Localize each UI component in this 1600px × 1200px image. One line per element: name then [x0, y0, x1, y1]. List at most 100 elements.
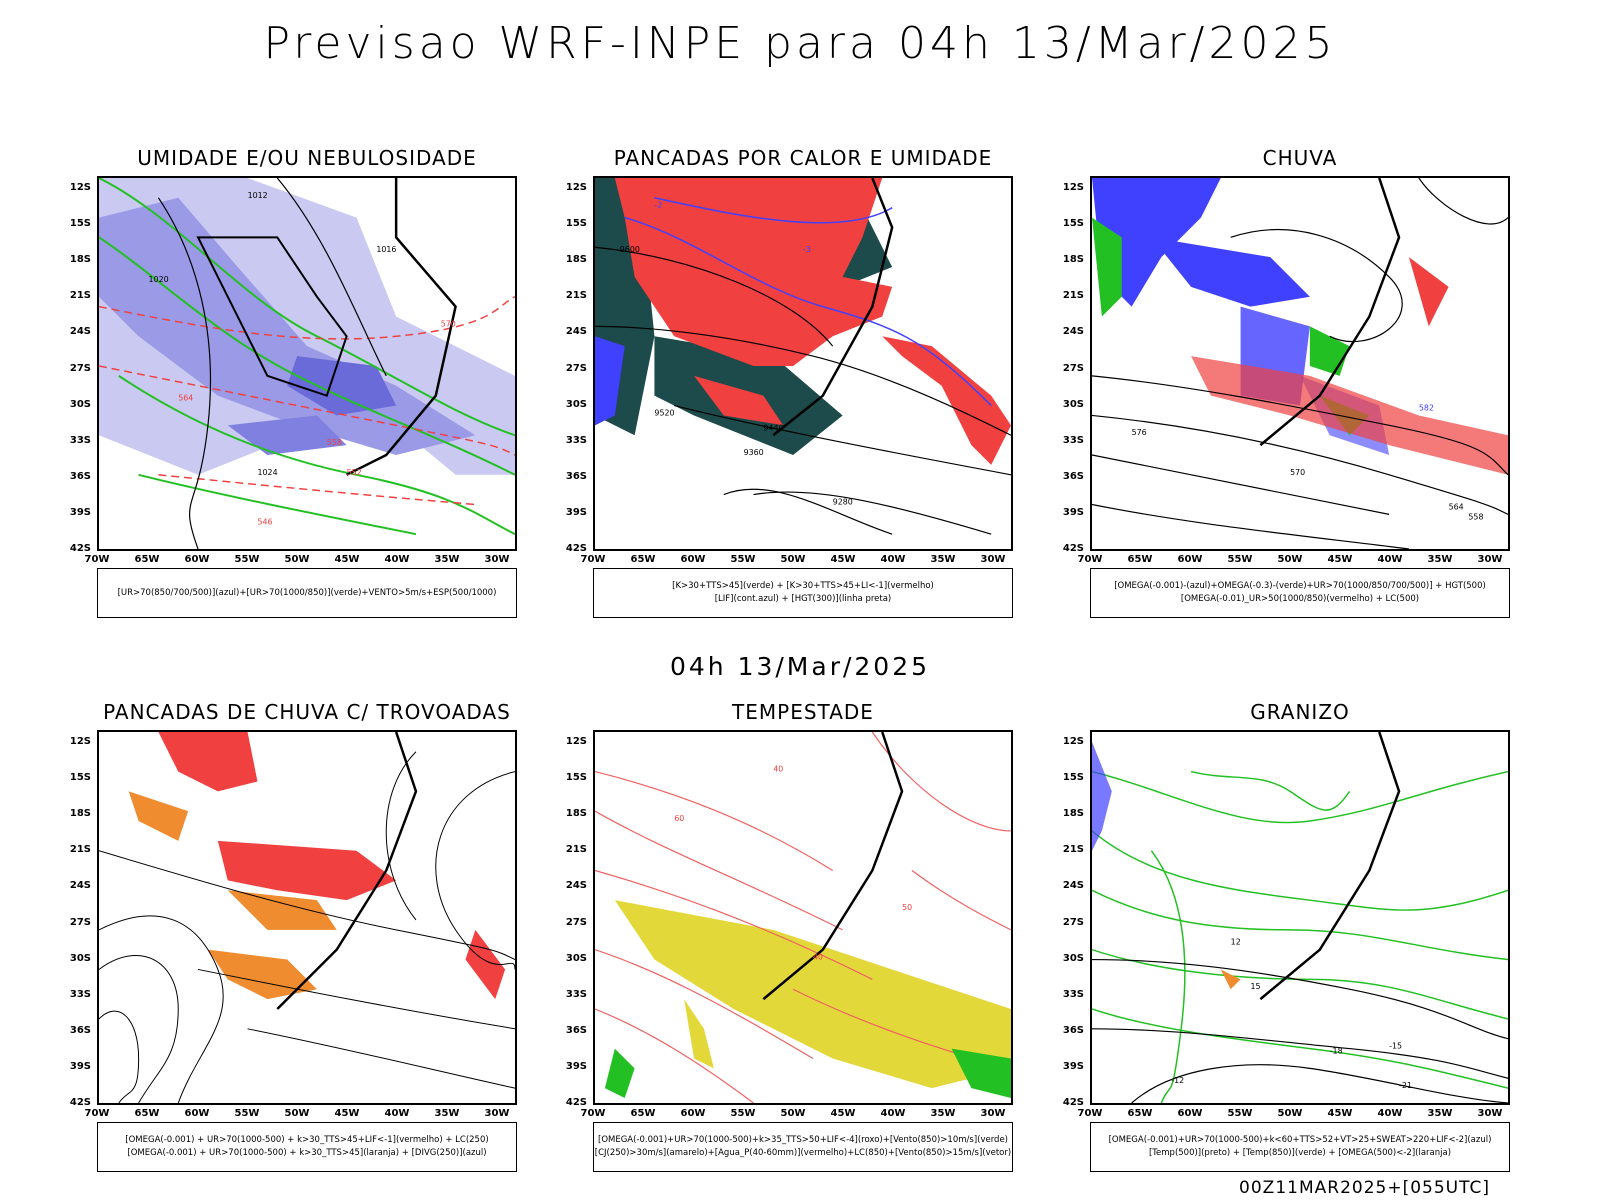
lon-tick-label: 45W [1327, 1108, 1353, 1119]
lat-tick-label: 24S [69, 326, 91, 338]
lc-label: 40 [773, 765, 783, 774]
map-granizo[interactable]: -12 -15 -18 -21 15 12 [1090, 730, 1510, 1105]
lon-tick-label: 60W [680, 1108, 706, 1119]
lat-tick-label: 42S [1062, 1097, 1084, 1108]
lat-tick-label: 12S [1062, 182, 1084, 193]
lat-tick-label: 15S [565, 772, 587, 784]
lat-tick-label: 30S [1062, 398, 1084, 410]
hgt-label: 9520 [654, 408, 674, 417]
hgt-label: 9600 [620, 245, 640, 254]
legend-line: [UR>70(850/700/500)](azul)+[UR>70(1000/8… [117, 587, 497, 598]
lon-tick-label: 35W [930, 554, 956, 565]
temp-label: -21 [1399, 1081, 1412, 1090]
panel-title: UMIDADE E/OU NEBULOSIDADE [137, 146, 477, 170]
thickness-label: 564 [178, 394, 193, 403]
lat-tick-label: 33S [69, 434, 91, 446]
legend: [OMEGA(-0.001)+UR>70(1000-500)+k>35_TTS>… [593, 1122, 1013, 1172]
panel-tempestade: TEMPESTADE 40 50 40 60 [OMEGA(-0.001)+UR… [566, 700, 1013, 1180]
isobar-label: 1024 [257, 468, 277, 477]
panel-title: TEMPESTADE [732, 700, 874, 724]
lat-tick-label: 42S [1062, 543, 1084, 554]
panel-title: GRANIZO [1250, 700, 1350, 724]
panel-title: CHUVA [1262, 146, 1338, 170]
temp-label: -15 [1389, 1042, 1402, 1051]
temp-label: -12 [1171, 1076, 1184, 1085]
lc-label: 50 [902, 903, 912, 912]
lat-tick-label: 24S [565, 880, 587, 892]
lat-tick-label: 36S [565, 1024, 587, 1036]
hgt-label: 576 [1132, 428, 1147, 437]
hgt-label: 9440 [763, 423, 783, 432]
hgt-label: 9280 [833, 497, 853, 506]
panel-title: PANCADAS DE CHUVA C/ TROVOADAS [103, 700, 511, 724]
hgt-label: 9360 [744, 448, 764, 457]
lat-tick-label: 42S [565, 1097, 587, 1108]
hgt-label: 570 [1290, 468, 1305, 477]
lat-tick-label: 39S [1062, 506, 1084, 518]
isobar-label: 1020 [149, 275, 169, 284]
lon-tick-label: 35W [1427, 554, 1453, 565]
panel-granizo: GRANIZO -12 -15 -18 -21 15 12 [OMEGA(-0.… [1063, 700, 1510, 1180]
lon-tick-label: 70W [1077, 1108, 1103, 1119]
lif-label: -3 [803, 245, 811, 254]
lat-tick-label: 18S [1062, 254, 1084, 266]
map-tempestade[interactable]: 40 50 40 60 [593, 730, 1013, 1105]
lon-tick-label: 45W [1327, 554, 1353, 565]
lon-tick-label: 30W [980, 554, 1006, 565]
map-umidade[interactable]: 1012 1016 1020 1024 570 564 558 552 546 [97, 176, 517, 551]
lon-tick-label: 70W [580, 1108, 606, 1119]
lon-tick-label: 50W [780, 1108, 806, 1119]
temp-label: 12 [1231, 938, 1241, 947]
lat-tick-label: 30S [1062, 952, 1084, 964]
legend-line: [OMEGA(-0.001)+UR>70(1000-500)+k>35_TTS>… [598, 1135, 1008, 1145]
lat-tick-label: 18S [565, 254, 587, 266]
lon-tick-label: 30W [1477, 1108, 1503, 1119]
legend: [OMEGA(-0.001)-(azul)+OMEGA(-0.3)-(verde… [1090, 568, 1510, 618]
lon-tick-label: 55W [730, 554, 756, 565]
lc-label: 40 [813, 953, 823, 962]
legend: [UR>70(850/700/500)](azul)+[UR>70(1000/8… [97, 568, 517, 618]
lat-tick-label: 33S [1062, 988, 1084, 1000]
legend: [OMEGA(-0.001)+UR>70(1000-500)+k<60+TTS>… [1090, 1122, 1510, 1172]
lon-tick-label: 40W [1377, 1108, 1403, 1119]
map-chuva[interactable]: 582 576 570 564 558 [1090, 176, 1510, 551]
map-trovoadas[interactable] [97, 730, 517, 1105]
lat-tick-label: 30S [69, 952, 91, 964]
lif-label: -2 [654, 201, 662, 210]
lat-tick-label: 42S [565, 543, 587, 554]
hgt-label: 582 [1419, 403, 1434, 412]
lon-tick-label: 65W [1127, 554, 1153, 565]
lon-tick-label: 35W [434, 554, 460, 565]
lat-tick-label: 18S [1062, 808, 1084, 820]
lat-tick-label: 24S [565, 326, 587, 338]
lon-tick-label: 70W [1077, 554, 1103, 565]
legend-line: [OMEGA(-0.001)-(azul)+OMEGA(-0.3)-(verde… [1114, 581, 1486, 591]
main-title: Previsao WRF-INPE para 04h 13/Mar/2025 [263, 18, 1337, 69]
legend-line: [LIF](cont.azul) + [HGT(300)](linha pret… [714, 594, 892, 604]
lon-tick-label: 65W [630, 1108, 656, 1119]
lat-tick-label: 21S [69, 290, 91, 302]
lon-tick-label: 55W [1227, 1108, 1253, 1119]
lat-tick-label: 24S [1062, 880, 1084, 892]
thickness-label: 546 [257, 517, 272, 526]
lat-tick-label: 18S [69, 808, 91, 820]
map-pancadas-calor[interactable]: 9600 9520 9440 9360 9280 -2 -3 [593, 176, 1013, 551]
lon-tick-label: 60W [680, 554, 706, 565]
lon-tick-label: 35W [434, 1108, 460, 1119]
lat-tick-label: 30S [565, 398, 587, 410]
lat-tick-label: 24S [1062, 326, 1084, 338]
lat-tick-label: 12S [1062, 736, 1084, 747]
lon-tick-label: 65W [630, 554, 656, 565]
panel-trovoadas: PANCADAS DE CHUVA C/ TROVOADAS [OMEGA(-0… [70, 700, 517, 1180]
lat-tick-label: 42S [69, 1097, 91, 1108]
lon-tick-label: 50W [284, 1108, 310, 1119]
lat-tick-label: 39S [565, 506, 587, 518]
lon-tick-label: 65W [134, 1108, 160, 1119]
lat-tick-label: 36S [69, 1024, 91, 1036]
lon-tick-label: 60W [1177, 554, 1203, 565]
lat-tick-label: 33S [1062, 434, 1084, 446]
lat-tick-label: 18S [69, 254, 91, 266]
lon-tick-label: 30W [484, 1108, 510, 1119]
lat-tick-label: 15S [1062, 772, 1084, 784]
lat-tick-label: 33S [69, 988, 91, 1000]
